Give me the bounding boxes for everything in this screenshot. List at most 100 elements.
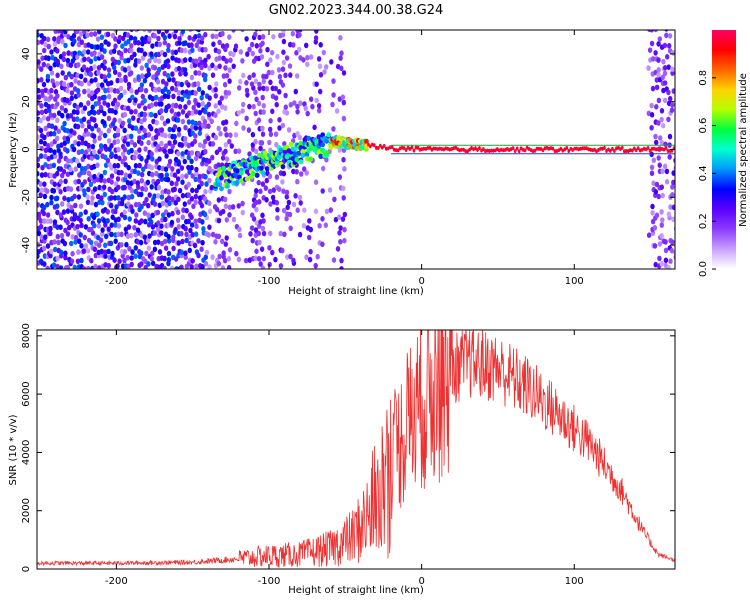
noise-cell [203, 46, 208, 53]
signal-cell [414, 145, 418, 150]
noise-cell [298, 30, 303, 33]
noise-cell [181, 207, 186, 213]
noise-cell [260, 131, 266, 137]
noise-cell [97, 135, 102, 141]
noise-cell [89, 174, 94, 180]
noise-cell [315, 253, 320, 260]
noise-cell [72, 130, 77, 136]
noise-cell [203, 24, 207, 30]
noise-cell [49, 172, 54, 179]
colorbar-tick-label: 0.6 [698, 118, 709, 134]
noise-cell [207, 84, 212, 91]
noise-cell [139, 82, 145, 88]
noise-cell [112, 97, 118, 104]
noise-cell [133, 218, 138, 224]
noise-cell [646, 232, 652, 238]
noise-cell [139, 261, 144, 267]
noise-cell [147, 36, 152, 42]
noise-cell [112, 195, 118, 201]
noise-cell [163, 166, 169, 172]
noise-cell [241, 125, 246, 131]
noise-cell [122, 194, 127, 200]
noise-cell [292, 100, 297, 106]
snr-frame [36, 329, 676, 570]
noise-cell [274, 101, 279, 108]
noise-cell [83, 224, 89, 230]
signal-cell [541, 148, 545, 153]
noise-cell [60, 112, 65, 119]
noise-cell [223, 148, 228, 155]
signal-cell [660, 147, 664, 151]
noise-cell [62, 240, 68, 247]
noise-cell [99, 173, 104, 180]
noise-cell [291, 168, 296, 175]
noise-cell [254, 248, 259, 255]
y-tick-label: 0 [21, 146, 32, 152]
signal-cell [432, 146, 436, 151]
noise-cell [62, 135, 67, 142]
signal-cell [235, 179, 240, 185]
noise-cell [222, 81, 228, 88]
signal-cell [484, 149, 487, 154]
noise-cell [649, 30, 654, 33]
noise-cell [139, 178, 144, 184]
noise-cell [99, 195, 104, 201]
noise-cell [196, 102, 201, 108]
signal-cell [549, 146, 553, 151]
noise-cell [156, 239, 161, 245]
noise-cell [117, 155, 122, 162]
noise-cell [659, 260, 664, 267]
noise-cell [82, 49, 87, 55]
signal-cell [537, 146, 541, 151]
noise-cell [227, 67, 232, 73]
noise-cell [194, 155, 199, 162]
noise-cell [671, 88, 675, 94]
noise-cell [133, 125, 139, 131]
noise-cell [675, 55, 679, 61]
noise-cell [166, 63, 171, 70]
signal-cell [420, 147, 424, 152]
signal-cell [500, 147, 503, 152]
signal-cell [581, 146, 584, 151]
signal-cell [573, 146, 576, 151]
signal-cell [367, 142, 370, 147]
signal-cell [631, 148, 634, 153]
noise-cell [189, 150, 195, 156]
noise-cell [105, 157, 111, 164]
noise-cell [58, 224, 63, 230]
noise-cell [223, 105, 228, 111]
noise-cell [213, 112, 218, 118]
signal-cell [507, 148, 511, 153]
noise-cell [65, 171, 71, 178]
signal-cell [597, 148, 600, 152]
noise-cell [133, 108, 138, 115]
noise-cell [51, 262, 57, 268]
noise-cell [194, 231, 199, 237]
signal-cell [621, 145, 624, 150]
noise-cell [254, 43, 259, 49]
noise-cell [263, 24, 267, 30]
noise-cell [288, 102, 293, 108]
noise-cell [69, 240, 74, 247]
noise-cell [193, 90, 198, 96]
noise-cell [129, 188, 135, 194]
noise-cell [280, 247, 285, 254]
noise-cell [267, 188, 273, 195]
noise-cell [666, 211, 672, 217]
noise-cell [129, 88, 134, 94]
noise-cell [321, 49, 326, 56]
noise-cell [670, 102, 675, 108]
noise-cell [249, 41, 255, 48]
noise-cell [55, 48, 60, 54]
signal-cell [617, 145, 620, 150]
noise-cell [37, 143, 40, 149]
noise-cell [39, 77, 44, 83]
noise-cell [673, 249, 675, 256]
noise-cell [667, 154, 672, 160]
noise-cell [113, 222, 118, 228]
signal-cell [632, 146, 636, 151]
noise-cell [133, 245, 138, 251]
noise-cell [114, 204, 119, 210]
noise-cell [664, 32, 669, 39]
